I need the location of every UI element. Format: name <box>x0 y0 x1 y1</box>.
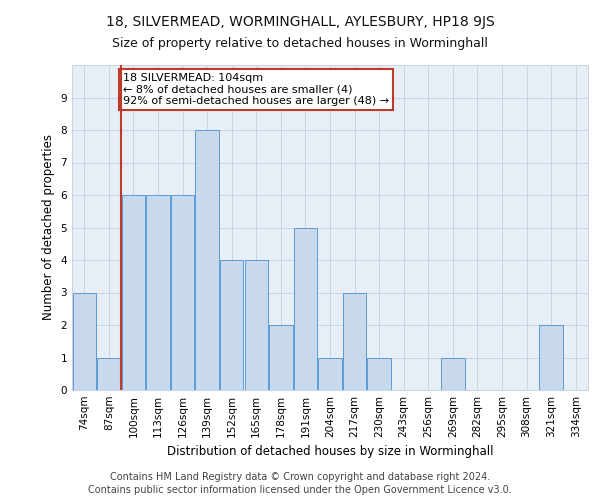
Bar <box>319 358 341 390</box>
Bar <box>73 292 96 390</box>
Bar <box>220 260 244 390</box>
Bar <box>269 325 293 390</box>
Bar <box>171 195 194 390</box>
Bar <box>294 228 317 390</box>
Bar <box>122 195 145 390</box>
Text: 18 SILVERMEAD: 104sqm
← 8% of detached houses are smaller (4)
92% of semi-detach: 18 SILVERMEAD: 104sqm ← 8% of detached h… <box>123 73 389 106</box>
Bar <box>441 358 464 390</box>
Bar <box>146 195 170 390</box>
Bar <box>367 358 391 390</box>
Bar <box>196 130 219 390</box>
X-axis label: Distribution of detached houses by size in Worminghall: Distribution of detached houses by size … <box>167 446 493 458</box>
Text: Size of property relative to detached houses in Worminghall: Size of property relative to detached ho… <box>112 38 488 51</box>
Text: 18, SILVERMEAD, WORMINGHALL, AYLESBURY, HP18 9JS: 18, SILVERMEAD, WORMINGHALL, AYLESBURY, … <box>106 15 494 29</box>
Text: Contains public sector information licensed under the Open Government Licence v3: Contains public sector information licen… <box>88 485 512 495</box>
Y-axis label: Number of detached properties: Number of detached properties <box>42 134 55 320</box>
Bar <box>343 292 366 390</box>
Bar <box>245 260 268 390</box>
Bar <box>97 358 121 390</box>
Bar <box>539 325 563 390</box>
Text: Contains HM Land Registry data © Crown copyright and database right 2024.: Contains HM Land Registry data © Crown c… <box>110 472 490 482</box>
